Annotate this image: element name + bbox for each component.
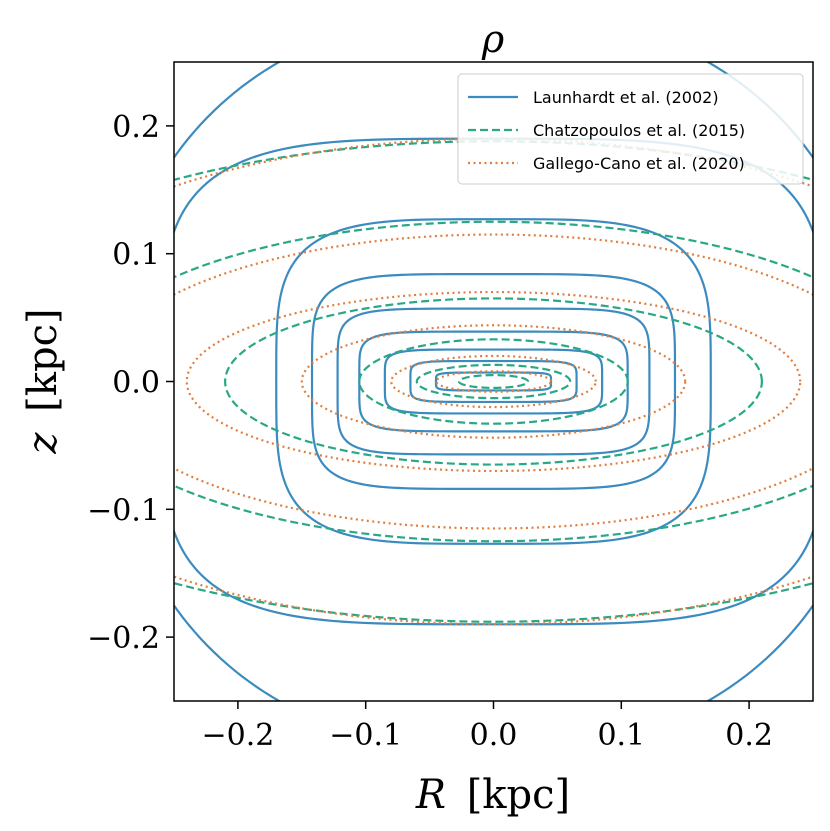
legend-label-gallego-cano: Gallego-Cano et al. (2020) bbox=[533, 154, 745, 173]
contour-dotted-2-3 bbox=[185, 290, 802, 473]
y-axis-label-unit: [kpc] bbox=[20, 308, 66, 411]
x-axis-label-variable: R bbox=[415, 772, 446, 818]
y-tick-label: 0.1 bbox=[112, 238, 160, 273]
y-axis-label-variable: z bbox=[20, 432, 66, 455]
x-tick-label: 0.0 bbox=[470, 718, 518, 753]
y-tick-label: 0.0 bbox=[112, 366, 160, 401]
x-axis-label: R [kpc] bbox=[415, 772, 570, 818]
contour-dotted-2-4 bbox=[174, 233, 813, 530]
contour-dashed-1-5 bbox=[174, 140, 813, 623]
x-axis-ticks: −0.2 −0.1 0.0 0.1 0.2 bbox=[201, 701, 773, 753]
contour-dashed-1-4 bbox=[174, 220, 813, 543]
contour-dashed-1-3 bbox=[224, 297, 763, 466]
legend-box bbox=[457, 73, 804, 185]
x-tick-label: −0.2 bbox=[201, 718, 274, 753]
y-tick-label: 0.2 bbox=[112, 110, 160, 145]
legend-label-launhardt: Launhardt et al. (2002) bbox=[533, 88, 719, 107]
legend-label-chatzopoulos: Chatzopoulos et al. (2015) bbox=[533, 121, 745, 140]
contour-solid-0-0 bbox=[434, 371, 553, 392]
contour-dotted-2-2 bbox=[300, 324, 687, 439]
contour-solid-0-7 bbox=[174, 137, 813, 626]
contour-solid-0-6 bbox=[275, 218, 712, 545]
contour-dashed-1-2 bbox=[358, 338, 629, 425]
x-tick-label: −0.1 bbox=[329, 718, 402, 753]
y-axis-label: z [kpc] bbox=[20, 308, 66, 454]
contour-solid-0-4 bbox=[336, 307, 651, 456]
x-axis-label-unit: [kpc] bbox=[467, 772, 570, 818]
contour-solid-0-2 bbox=[383, 348, 604, 415]
contour-dotted-2-1 bbox=[390, 354, 597, 409]
x-tick-label: 0.2 bbox=[725, 718, 773, 753]
contour-dashed-1-0 bbox=[457, 374, 530, 389]
contour-dashed-1-1 bbox=[415, 363, 572, 400]
contour-solid-0-3 bbox=[358, 330, 629, 433]
y-tick-label: −0.1 bbox=[87, 493, 160, 528]
contour-solid-0-5 bbox=[310, 273, 677, 490]
contour-solid-0-1 bbox=[409, 359, 578, 404]
x-tick-label: 0.1 bbox=[597, 718, 645, 753]
legend: Launhardt et al. (2002) Chatzopoulos et … bbox=[457, 73, 804, 185]
chart-title: ρ bbox=[481, 17, 505, 61]
y-axis-ticks: −0.2 −0.1 0.0 0.1 0.2 bbox=[87, 110, 174, 656]
y-tick-label: −0.2 bbox=[87, 621, 160, 656]
